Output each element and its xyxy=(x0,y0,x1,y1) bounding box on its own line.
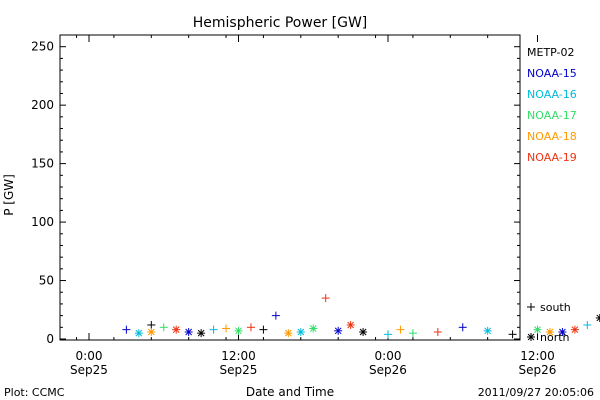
x-axis-label: Date and Time xyxy=(246,385,334,399)
data-point-south xyxy=(147,320,156,329)
marker-stroke xyxy=(347,321,354,329)
data-point-north xyxy=(309,324,318,333)
legend-entry: NOAA-15 xyxy=(527,67,577,80)
y-tick-label: 150 xyxy=(31,157,54,171)
legend-marker-label: south xyxy=(540,301,571,314)
data-point-south xyxy=(222,324,231,333)
data-point-north xyxy=(234,326,243,335)
data-point-north xyxy=(296,327,305,336)
data-point-south xyxy=(583,320,592,329)
x-tick-time: 0:00 xyxy=(375,349,402,363)
legend-marker-north xyxy=(527,333,535,341)
data-point-south xyxy=(321,294,330,303)
data-point-north xyxy=(595,313,600,322)
y-tick-label: 0 xyxy=(46,332,54,346)
data-point-south xyxy=(508,330,517,339)
x-tick-date: Sep26 xyxy=(519,363,557,377)
data-point-south xyxy=(246,323,255,332)
data-point-south xyxy=(271,311,280,320)
y-tick-label: 100 xyxy=(31,215,54,229)
legend-marker-label: north xyxy=(540,331,570,344)
marker-stroke xyxy=(235,327,242,335)
data-point-south xyxy=(259,325,268,334)
legend: METP-02 NOAA-15 NOAA-16 NOAA-17 NOAA-18 NOAA-… xyxy=(527,46,577,344)
y-tick-label: 250 xyxy=(31,40,54,54)
data-point-south xyxy=(458,323,467,332)
legend-entry: NOAA-16 xyxy=(527,88,577,101)
legend-entry: METP-02 xyxy=(527,46,575,59)
marker-stroke xyxy=(185,328,193,336)
x-tick-time: 0:00 xyxy=(76,349,103,363)
marker-stroke xyxy=(147,328,155,336)
marker-stroke xyxy=(359,328,367,336)
legend-entry: NOAA-18 xyxy=(527,130,577,143)
data-point-north xyxy=(483,326,492,335)
data-point-south xyxy=(384,330,392,339)
marker-stroke xyxy=(284,329,292,337)
x-tick-time: 12:00 xyxy=(520,349,555,363)
marker-stroke xyxy=(484,327,492,335)
x-tick-time: 12:00 xyxy=(221,349,256,363)
data-point-north xyxy=(147,327,156,336)
plot-timestamp: 2011/09/27 20:05:06 xyxy=(478,386,594,399)
y-axis-label: P [GW] xyxy=(2,174,16,216)
marker-stroke xyxy=(297,328,305,336)
marker-stroke xyxy=(571,326,579,333)
marker-stroke xyxy=(309,325,317,332)
data-point-north xyxy=(184,327,193,336)
data-point-north xyxy=(334,326,343,335)
data-point-north xyxy=(545,327,554,336)
marker-stroke xyxy=(534,326,541,333)
data-point-south xyxy=(396,325,405,334)
data-point-south xyxy=(209,325,218,334)
plot-frame xyxy=(59,34,521,341)
y-tick-label: 50 xyxy=(39,274,54,288)
y-tick-label: 200 xyxy=(31,98,54,112)
data-point-north xyxy=(533,325,542,334)
data-point-south xyxy=(408,329,417,338)
data-point-south xyxy=(122,325,131,334)
data-point-north xyxy=(284,329,293,338)
x-tick-date: Sep26 xyxy=(369,363,407,377)
data-point-north xyxy=(359,327,368,336)
x-tick-date: Sep25 xyxy=(70,363,108,377)
marker-stroke xyxy=(559,328,566,336)
marker-stroke xyxy=(197,329,205,337)
x-tick-date: Sep25 xyxy=(220,363,258,377)
data-point-north xyxy=(134,329,143,338)
data-point-north xyxy=(346,320,355,329)
plot-area: 0501001502002500:00Sep2512:00Sep250:00Se… xyxy=(31,34,600,377)
data-point-south xyxy=(433,327,442,336)
data-point-north xyxy=(172,325,181,334)
data-point-north xyxy=(570,325,579,334)
data-point-south xyxy=(159,323,168,332)
chart-title: Hemispheric Power [GW] xyxy=(193,15,368,31)
legend-entry: NOAA-17 xyxy=(527,109,577,122)
marker-stroke xyxy=(172,326,180,333)
plot-credit: Plot: CCMC xyxy=(4,386,65,399)
marker-stroke xyxy=(135,329,143,337)
marker-stroke xyxy=(527,333,535,341)
data-point-north xyxy=(197,329,206,338)
marker-stroke xyxy=(334,327,342,335)
legend-marker-south xyxy=(527,303,535,311)
legend-entry: NOAA-19 xyxy=(527,151,577,164)
data-point-north xyxy=(558,327,567,336)
marker-stroke xyxy=(546,328,554,336)
